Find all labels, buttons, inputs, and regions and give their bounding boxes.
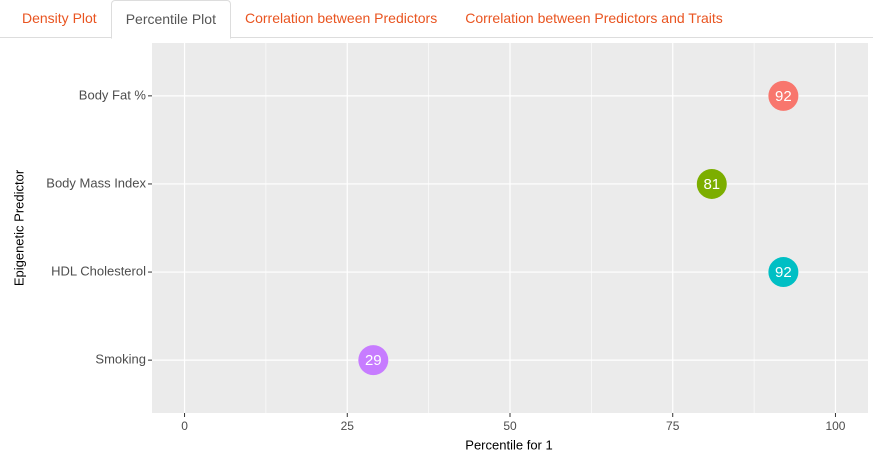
dot-label: 29 (365, 352, 382, 369)
dot (696, 168, 727, 199)
dot (768, 80, 799, 111)
x-tick-label: 0 (181, 419, 188, 433)
dot-label: 92 (775, 264, 792, 281)
y-tick-label: HDL Cholesterol (51, 263, 146, 278)
dot-label: 81 (703, 176, 720, 193)
tab-bar: Density Plot Percentile Plot Correlation b… (0, 0, 873, 39)
y-tick-label: Body Mass Index (46, 175, 146, 190)
chart: Percentile for 1 Epigenetic Predictor 0 2… (11, 43, 868, 452)
y-tick-label: Body Fat % (79, 87, 147, 102)
x-tick-label: 25 (341, 419, 355, 433)
dot-label: 92 (775, 88, 792, 105)
tab[interactable]: Density Plot (22, 10, 97, 26)
x-tick-label: 50 (503, 419, 517, 433)
x-axis-title: Percentile for 1 (465, 437, 552, 452)
x-tick-label: 75 (666, 419, 680, 433)
tab[interactable]: Correlation between Predictors and Trait… (465, 10, 723, 26)
y-axis-title: Epigenetic Predictor (11, 169, 26, 286)
tab[interactable]: Correlation between Predictors (244, 10, 438, 26)
y-tick-label: Smoking (95, 352, 146, 367)
dot (358, 345, 389, 376)
dot (768, 257, 799, 288)
tab[interactable]: Percentile Plot (110, 0, 231, 39)
x-tick-label: 100 (825, 419, 845, 433)
